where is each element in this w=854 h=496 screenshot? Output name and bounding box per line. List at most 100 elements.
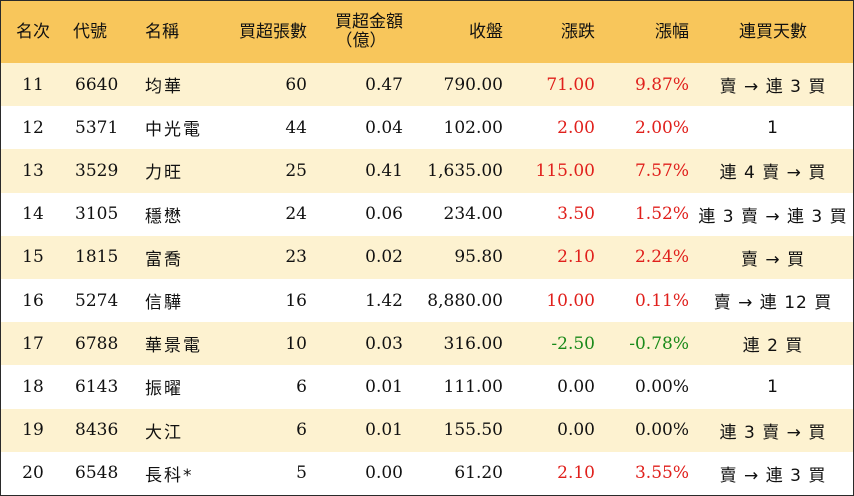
amount-cell: 1.42 — [365, 290, 403, 311]
streak-cell: 連 3 賣 → 買 — [719, 422, 827, 443]
close-price-cell: 234.00 — [443, 204, 503, 225]
net-lots-cell: 5 — [296, 463, 307, 484]
amount-cell: 0.02 — [365, 247, 403, 268]
header-close: 收盤 — [469, 21, 503, 42]
streak-cell: 賣 → 連 3 買 — [719, 465, 827, 486]
header-net-lots: 買超張數 — [239, 21, 307, 42]
header-rank: 名次 — [16, 21, 50, 42]
change-cell: 2.10 — [557, 463, 595, 484]
stock-code-cell: 5371 — [75, 117, 119, 138]
close-price-cell: 102.00 — [443, 117, 503, 138]
change-cell: -2.50 — [551, 333, 595, 354]
streak-cell: 賣 → 買 — [740, 249, 806, 270]
table-row: 17 6788 華景電 10 0.03 316.00 -2.50 -0.78% 連 2 買 — [1, 322, 853, 366]
change-pct-cell: 1.52% — [634, 204, 689, 225]
amount-cell: 0.03 — [365, 333, 403, 354]
amount-cell: 0.01 — [365, 420, 403, 441]
table-row: 15 1815 富喬 23 0.02 95.80 2.10 2.24% 賣 → 買 — [1, 235, 853, 279]
rank-cell: 15 — [22, 247, 44, 268]
table-row: 18 6143 振曜 6 0.01 111.00 0.00 0.00% 1 — [1, 365, 853, 409]
close-price-cell: 155.50 — [443, 420, 503, 441]
table-row: 19 8436 大江 6 0.01 155.50 0.00 0.00% 連 3 賣 → 買 — [1, 408, 853, 452]
rank-cell: 13 — [22, 160, 44, 181]
net-lots-cell: 23 — [285, 247, 307, 268]
change-cell: 2.10 — [557, 247, 595, 268]
change-pct-cell: 9.87% — [634, 74, 689, 95]
amount-cell: 0.41 — [365, 160, 403, 181]
table-row: 11 6640 均華 60 0.47 790.00 71.00 9.87% 賣 → 連 3 買 — [1, 63, 853, 107]
table-body: 11 6640 均華 60 0.47 790.00 71.00 9.87% 賣 → 連 3 買 1… — [1, 63, 853, 495]
close-price-cell: 61.20 — [454, 463, 503, 484]
change-cell: 0.00 — [557, 376, 595, 397]
rank-cell: 17 — [22, 333, 44, 354]
streak-cell: 連 4 賣 → 買 — [719, 163, 827, 184]
stock-name-cell: 長科* — [145, 465, 194, 486]
change-pct-cell: 0.00% — [634, 420, 689, 441]
table-header-row: 名次 代號 名稱 買超張數 買超金額 （億） 收盤 漲跌 漲幅 連買天數 — [1, 1, 853, 63]
amount-cell: 0.00 — [365, 463, 403, 484]
stock-name-cell: 均華 — [145, 77, 183, 98]
stock-code-cell: 3529 — [75, 160, 119, 181]
table-row: 16 5274 信驊 16 1.42 8,880.00 10.00 0.11% 賣 → 連 12… — [1, 278, 853, 323]
close-price-cell: 8,880.00 — [427, 290, 503, 311]
change-pct-cell: 2.24% — [634, 247, 689, 268]
header-amount-line1: 買超金額 — [335, 12, 403, 32]
change-cell: 71.00 — [546, 74, 595, 95]
table-row: 13 3529 力旺 25 0.41 1,635.00 115.00 7.57% 連 4 賣 →… — [1, 149, 853, 193]
streak-cell: 賣 → 連 12 買 — [713, 293, 833, 314]
header-name: 名稱 — [145, 21, 179, 42]
close-price-cell: 316.00 — [443, 333, 503, 354]
rank-cell: 18 — [22, 376, 44, 397]
close-price-cell: 95.80 — [454, 247, 503, 268]
net-lots-cell: 6 — [296, 420, 307, 441]
rank-cell: 14 — [22, 204, 44, 225]
amount-cell: 0.06 — [365, 204, 403, 225]
stock-code-cell: 6788 — [75, 333, 119, 354]
stock-code-cell: 6143 — [75, 376, 119, 397]
stock-code-cell: 1815 — [75, 247, 119, 268]
stock-code-cell: 3105 — [75, 204, 119, 225]
net-lots-cell: 60 — [285, 74, 307, 95]
table-row: 12 5371 中光電 44 0.04 102.00 2.00 2.00% 1 — [1, 106, 853, 150]
change-pct-cell: -0.78% — [629, 333, 689, 354]
rank-cell: 20 — [22, 463, 44, 484]
streak-cell: 1 — [767, 117, 779, 138]
stock-name-cell: 中光電 — [145, 120, 202, 141]
close-price-cell: 1,635.00 — [427, 160, 503, 181]
stock-code-cell: 6640 — [75, 74, 119, 95]
change-cell: 2.00 — [557, 117, 595, 138]
stock-name-cell: 大江 — [145, 422, 183, 443]
stock-code-cell: 8436 — [75, 420, 119, 441]
net-lots-cell: 16 — [285, 290, 307, 311]
header-change: 漲跌 — [561, 21, 595, 42]
net-lots-cell: 24 — [285, 204, 307, 225]
change-pct-cell: 3.55% — [634, 463, 689, 484]
header-amount: 買超金額 （億） — [311, 1, 407, 63]
change-pct-cell: 7.57% — [634, 160, 689, 181]
rank-cell: 12 — [22, 117, 44, 138]
stock-name-cell: 富喬 — [145, 249, 183, 270]
streak-cell: 連 2 買 — [742, 336, 804, 357]
header-amount-line2: （億） — [335, 31, 387, 51]
close-price-cell: 790.00 — [443, 74, 503, 95]
header-streak: 連買天數 — [739, 21, 807, 42]
amount-cell: 0.47 — [365, 74, 403, 95]
net-lots-cell: 6 — [296, 376, 307, 397]
rank-cell: 16 — [22, 290, 44, 311]
stock-name-cell: 振曜 — [145, 379, 183, 400]
stock-name-cell: 穩懋 — [145, 206, 183, 227]
stock-name-cell: 華景電 — [145, 336, 202, 357]
change-pct-cell: 0.00% — [634, 376, 689, 397]
rank-cell: 11 — [22, 74, 44, 95]
stock-code-cell: 5274 — [75, 290, 119, 311]
table-row: 20 6548 長科* 5 0.00 61.20 2.10 3.55% 賣 → 連 3 買 — [1, 451, 853, 495]
header-code: 代號 — [73, 21, 107, 42]
change-pct-cell: 2.00% — [634, 117, 689, 138]
change-cell: 115.00 — [535, 160, 595, 181]
stock-name-cell: 力旺 — [145, 163, 183, 184]
close-price-cell: 111.00 — [443, 376, 503, 397]
net-lots-cell: 25 — [285, 160, 307, 181]
change-cell: 3.50 — [557, 204, 595, 225]
